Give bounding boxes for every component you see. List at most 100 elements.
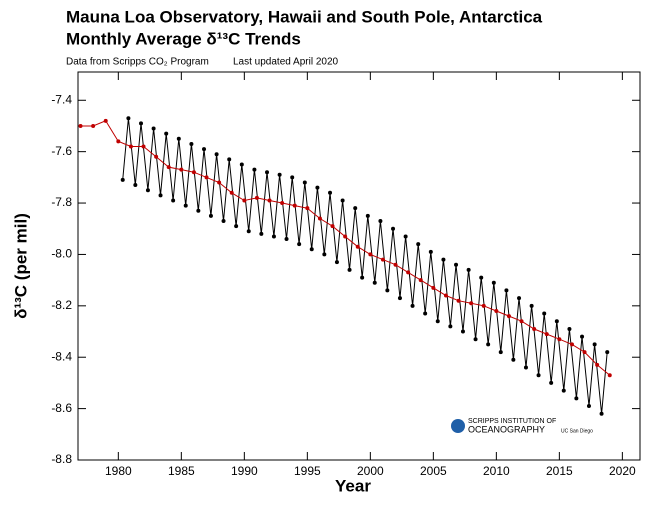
data-point	[334, 260, 339, 265]
data-point	[297, 242, 302, 247]
data-point	[385, 288, 390, 293]
data-point	[128, 144, 133, 149]
data-point	[481, 303, 486, 308]
logo-text: SCRIPPS INSTITUTION OF	[468, 418, 556, 425]
data-point	[393, 262, 398, 267]
data-point	[164, 131, 169, 136]
x-tick-label: 1990	[231, 464, 258, 478]
data-point	[145, 188, 150, 193]
y-tick-label: -7.8	[51, 195, 72, 209]
data-point	[139, 121, 144, 126]
data-point	[290, 175, 295, 180]
data-point	[183, 203, 188, 208]
data-point	[259, 231, 264, 236]
data-point	[517, 296, 522, 301]
series-line	[122, 118, 608, 414]
data-point	[252, 167, 257, 172]
data-point	[454, 262, 459, 267]
data-point	[277, 172, 282, 177]
y-tick-label: -8.6	[51, 401, 72, 415]
logo-text: UC San Diego	[561, 428, 593, 434]
data-point	[536, 373, 541, 378]
data-point	[544, 332, 549, 337]
data-point	[365, 213, 370, 218]
data-point	[171, 198, 176, 203]
data-point	[378, 219, 383, 224]
x-tick-label: 2000	[357, 464, 384, 478]
source-note: Data from Scripps CO₂ Program	[66, 57, 209, 68]
data-point	[254, 195, 259, 200]
data-point	[189, 141, 194, 146]
data-point	[315, 185, 320, 190]
data-point	[309, 247, 314, 252]
data-point	[506, 314, 511, 319]
data-point	[403, 234, 408, 239]
data-point	[116, 139, 121, 144]
data-point	[229, 190, 234, 195]
data-point	[511, 357, 516, 362]
data-point	[239, 162, 244, 167]
data-point	[360, 275, 365, 280]
data-point	[549, 380, 554, 385]
data-point	[284, 237, 289, 242]
data-point	[582, 350, 587, 355]
data-point	[353, 206, 358, 211]
data-point	[391, 226, 396, 231]
data-point	[202, 147, 207, 152]
data-point	[191, 170, 196, 175]
data-point	[280, 201, 285, 206]
data-point	[567, 326, 572, 331]
data-point	[498, 350, 503, 355]
data-point	[523, 365, 528, 370]
data-point	[126, 116, 131, 121]
data-point	[466, 267, 471, 272]
data-point	[330, 224, 335, 229]
data-point	[574, 396, 579, 401]
data-point	[234, 224, 239, 229]
data-point	[542, 311, 547, 316]
data-point	[355, 244, 360, 249]
update-note: Last updated April 2020	[233, 57, 339, 68]
data-point	[460, 329, 465, 334]
data-point	[158, 193, 163, 198]
data-point	[133, 183, 138, 188]
data-point	[91, 123, 96, 128]
x-tick-label: 1985	[168, 464, 195, 478]
logo-icon	[451, 419, 465, 433]
data-point	[529, 303, 534, 308]
chart-subtitle: Monthly Average δ¹³C Trends	[66, 29, 301, 48]
data-point	[557, 337, 562, 342]
data-point	[176, 136, 181, 141]
data-point	[580, 334, 585, 339]
data-point	[456, 298, 461, 303]
data-point	[586, 404, 591, 409]
data-point	[595, 362, 600, 367]
data-point	[302, 180, 307, 185]
data-point	[410, 303, 415, 308]
data-point	[423, 311, 428, 316]
data-point	[267, 198, 272, 203]
y-tick-label: -8.0	[51, 247, 72, 261]
data-point	[599, 411, 604, 416]
chart-title: Mauna Loa Observatory, Hawaii and South …	[66, 7, 543, 26]
data-point	[179, 167, 184, 172]
data-point	[592, 342, 597, 347]
data-point	[328, 190, 333, 195]
data-point	[368, 252, 373, 257]
data-point	[416, 242, 421, 247]
data-point	[431, 285, 436, 290]
data-point	[532, 326, 537, 331]
data-point	[151, 126, 156, 131]
data-point	[242, 198, 247, 203]
x-tick-label: 1995	[294, 464, 321, 478]
logo-text: OCEANOGRAPHY	[468, 424, 545, 434]
data-point	[435, 319, 440, 324]
data-point	[443, 293, 448, 298]
data-point	[78, 123, 83, 128]
data-point	[154, 154, 159, 159]
data-point	[569, 342, 574, 347]
data-point	[441, 257, 446, 262]
data-point	[469, 301, 474, 306]
data-point	[227, 157, 232, 162]
data-point	[605, 350, 610, 355]
